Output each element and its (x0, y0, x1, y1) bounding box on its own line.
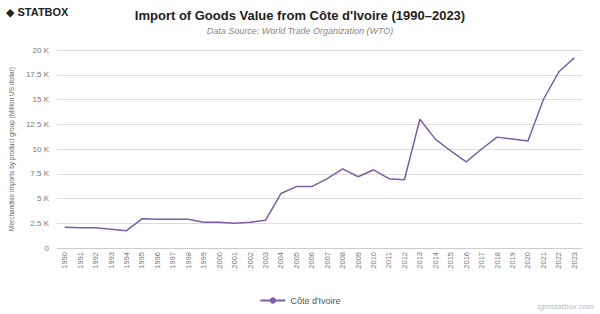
svg-text:2001: 2001 (230, 252, 239, 269)
svg-text:2016: 2016 (462, 252, 471, 269)
svg-text:5 K: 5 K (37, 194, 50, 203)
svg-text:2012: 2012 (400, 252, 409, 269)
svg-text:2015: 2015 (446, 252, 455, 269)
svg-text:Merchandise imports by product: Merchandise imports by product group (Mi… (8, 67, 16, 231)
svg-text:2008: 2008 (338, 252, 347, 269)
svg-text:17.5 K: 17.5 K (26, 70, 50, 79)
svg-text:2011: 2011 (384, 252, 393, 268)
svg-text:1991: 1991 (76, 252, 85, 269)
svg-text:2004: 2004 (276, 252, 285, 269)
svg-text:2017: 2017 (477, 252, 486, 269)
svg-text:15 K: 15 K (33, 95, 50, 104)
svg-text:2020: 2020 (523, 252, 532, 269)
svg-text:2002: 2002 (246, 252, 255, 269)
svg-text:1990: 1990 (60, 252, 69, 269)
svg-text:1995: 1995 (137, 252, 146, 269)
svg-text:Import of Goods Value from Côt: Import of Goods Value from Côte d'Ivoire… (135, 8, 465, 23)
svg-text:Data Source: World Trade Organ: Data Source: World Trade Organization (W… (207, 26, 394, 36)
svg-text:2006: 2006 (307, 252, 316, 269)
svg-text:2005: 2005 (292, 252, 301, 269)
svg-text:1997: 1997 (168, 252, 177, 269)
svg-text:10 K: 10 K (33, 145, 50, 154)
svg-text:1998: 1998 (184, 252, 193, 269)
svg-text:1993: 1993 (107, 252, 116, 269)
svg-text:2000: 2000 (215, 252, 224, 269)
svg-text:2023: 2023 (570, 252, 579, 269)
svg-text:1996: 1996 (153, 252, 162, 269)
svg-text:1994: 1994 (122, 252, 131, 269)
svg-text:2018: 2018 (493, 252, 502, 269)
svg-text:2009: 2009 (354, 252, 363, 269)
svg-text:2013: 2013 (415, 252, 424, 269)
svg-text:◆ STATBOX: ◆ STATBOX (6, 6, 69, 18)
svg-text:12.5 K: 12.5 K (26, 120, 50, 129)
svg-text:2.5 K: 2.5 K (30, 219, 49, 228)
svg-text:2021: 2021 (539, 252, 548, 269)
svg-text:1999: 1999 (199, 252, 208, 269)
svg-text:2022: 2022 (554, 252, 563, 269)
svg-text:2019: 2019 (508, 252, 517, 269)
svg-text:2014: 2014 (431, 252, 440, 269)
svg-text:tgmstatbox.com: tgmstatbox.com (538, 302, 595, 311)
svg-text:7.5 K: 7.5 K (30, 169, 49, 178)
svg-text:2007: 2007 (323, 252, 332, 269)
svg-text:0: 0 (45, 244, 50, 253)
svg-text:20 K: 20 K (33, 46, 50, 55)
svg-text:2010: 2010 (369, 252, 378, 269)
svg-text:1992: 1992 (91, 252, 100, 269)
svg-text:2003: 2003 (261, 252, 270, 269)
svg-text:Côte d'Ivoire: Côte d'Ivoire (290, 296, 340, 306)
